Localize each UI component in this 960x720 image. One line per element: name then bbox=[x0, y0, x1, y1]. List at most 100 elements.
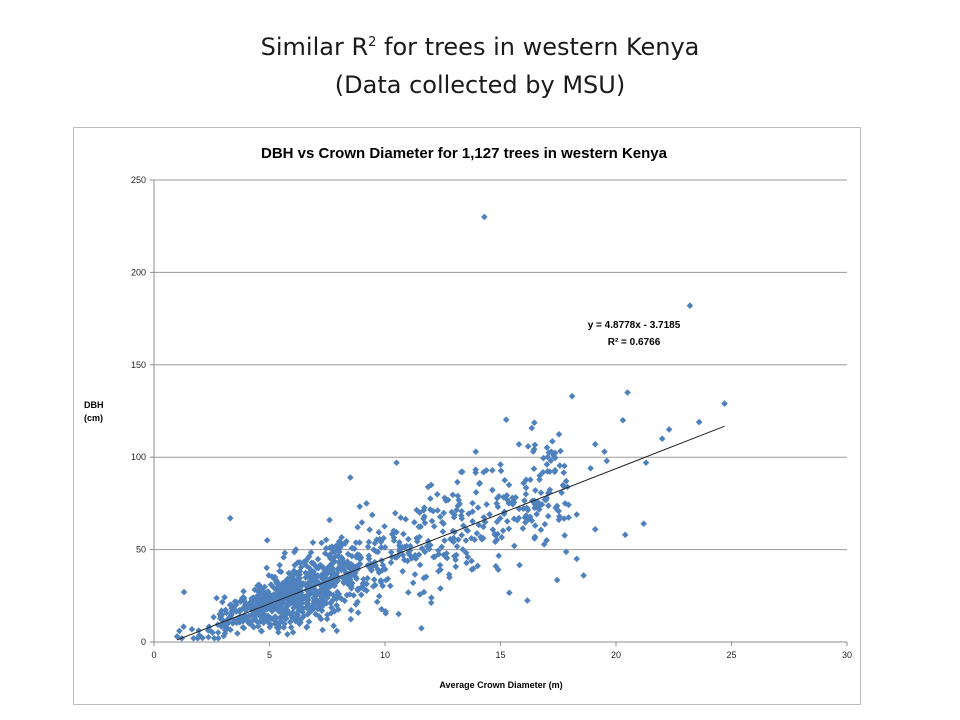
data-point bbox=[454, 492, 462, 500]
data-point bbox=[481, 213, 488, 221]
data-point bbox=[416, 509, 423, 516]
data-point bbox=[254, 582, 261, 589]
data-point bbox=[511, 542, 518, 550]
data-point bbox=[194, 635, 201, 642]
data-point bbox=[695, 418, 703, 426]
data-point bbox=[544, 512, 552, 520]
data-point bbox=[311, 572, 318, 580]
data-point bbox=[323, 615, 331, 623]
data-point bbox=[321, 550, 329, 557]
data-point bbox=[411, 519, 418, 526]
data-point bbox=[453, 506, 460, 514]
data-point bbox=[239, 614, 247, 622]
data-point bbox=[530, 445, 538, 453]
data-point bbox=[493, 536, 501, 544]
data-point bbox=[406, 551, 413, 558]
data-point bbox=[295, 606, 302, 614]
data-point bbox=[387, 548, 395, 556]
data-point bbox=[318, 539, 325, 547]
data-point bbox=[603, 457, 611, 465]
data-point bbox=[439, 528, 447, 535]
data-point bbox=[219, 598, 226, 606]
data-point bbox=[642, 459, 650, 467]
data-point bbox=[543, 461, 551, 468]
data-point bbox=[388, 553, 396, 561]
data-point bbox=[303, 623, 311, 631]
data-point bbox=[321, 580, 329, 588]
data-point bbox=[190, 635, 197, 642]
data-point bbox=[317, 572, 324, 580]
data-point bbox=[294, 559, 302, 566]
y-axis-label-line2: (cm) bbox=[84, 413, 103, 423]
data-point bbox=[309, 539, 317, 546]
data-point bbox=[180, 623, 187, 630]
data-point bbox=[489, 467, 496, 474]
data-point bbox=[276, 561, 283, 569]
data-point bbox=[298, 592, 306, 599]
data-point bbox=[450, 513, 458, 521]
data-point bbox=[332, 552, 339, 560]
data-point bbox=[337, 553, 345, 561]
chart-frame: DBH vs Crown Diameter for 1,127 trees in… bbox=[73, 127, 861, 705]
data-point bbox=[216, 610, 224, 618]
data-point bbox=[539, 468, 547, 476]
data-point bbox=[341, 561, 349, 568]
data-point bbox=[364, 574, 371, 582]
data-point bbox=[320, 569, 328, 577]
data-point bbox=[553, 576, 561, 584]
data-point bbox=[498, 533, 506, 541]
data-point bbox=[393, 459, 400, 467]
data-point bbox=[469, 499, 476, 507]
data-point bbox=[524, 597, 531, 604]
data-point bbox=[180, 588, 188, 596]
data-point bbox=[339, 574, 347, 582]
data-point bbox=[573, 555, 581, 563]
data-point bbox=[463, 559, 470, 567]
data-point bbox=[551, 454, 559, 461]
data-point bbox=[528, 424, 536, 432]
data-point bbox=[404, 557, 411, 565]
data-point bbox=[322, 544, 330, 552]
data-point bbox=[324, 611, 331, 619]
data-point bbox=[568, 392, 576, 400]
data-point bbox=[393, 553, 401, 561]
data-point bbox=[381, 543, 389, 551]
y-tick-label: 0 bbox=[141, 637, 146, 647]
data-point bbox=[296, 571, 303, 578]
data-point bbox=[427, 495, 434, 502]
data-point bbox=[280, 554, 287, 561]
data-point bbox=[458, 531, 466, 539]
trendline-equation: y = 4.8778x - 3.7185 bbox=[588, 320, 681, 331]
data-point bbox=[409, 579, 417, 587]
data-point bbox=[290, 567, 298, 575]
data-point bbox=[536, 500, 544, 508]
data-point bbox=[266, 591, 274, 599]
data-point bbox=[340, 579, 348, 587]
data-point bbox=[454, 478, 461, 486]
data-point bbox=[531, 533, 539, 541]
data-point bbox=[330, 622, 337, 630]
data-point bbox=[315, 579, 323, 587]
data-point bbox=[240, 624, 248, 632]
data-point bbox=[354, 609, 362, 616]
data-point bbox=[530, 465, 538, 473]
data-point bbox=[308, 568, 316, 575]
data-point bbox=[406, 547, 414, 554]
data-point bbox=[421, 504, 428, 511]
data-point bbox=[416, 533, 423, 541]
data-point bbox=[492, 562, 500, 570]
data-point bbox=[560, 515, 568, 522]
data-point bbox=[330, 547, 338, 555]
data-point bbox=[468, 557, 475, 565]
data-point bbox=[468, 534, 475, 542]
data-point bbox=[591, 440, 599, 448]
data-point bbox=[523, 504, 531, 512]
data-point bbox=[303, 573, 311, 581]
data-point bbox=[272, 585, 280, 593]
data-point bbox=[591, 525, 599, 533]
data-point bbox=[418, 624, 425, 632]
data-point bbox=[350, 566, 357, 573]
data-point bbox=[391, 509, 399, 517]
data-point bbox=[263, 564, 270, 572]
data-point bbox=[455, 496, 463, 504]
